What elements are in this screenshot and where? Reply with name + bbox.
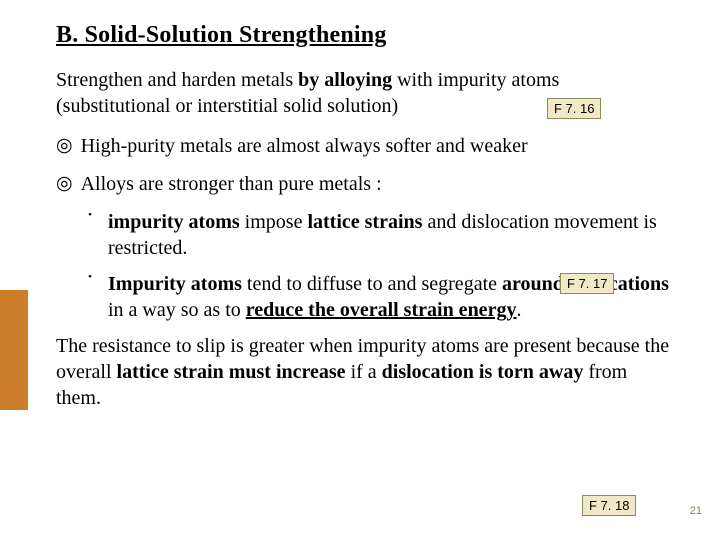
bullet-2-text: Alloys are stronger than pure metals : — [81, 171, 382, 197]
closing-bold-1: lattice strain must increase — [117, 361, 346, 383]
intro-bold-1: by alloying — [298, 69, 392, 91]
sub1-bold-2: lattice strains — [307, 211, 422, 233]
sub1-bold-1: impurity atoms — [108, 211, 240, 233]
sub-point-1: impurity atoms impose lattice strains an… — [86, 209, 676, 261]
figure-ref-tag-1: F 7. 16 — [547, 98, 601, 119]
bullet-marker-icon: ◎ — [56, 133, 73, 159]
closing-text-2: if a — [346, 361, 382, 383]
bullet-1-text: High-purity metals are almost always sof… — [81, 133, 528, 159]
slide-content: B. Solid-Solution Strengthening Strength… — [0, 0, 720, 431]
bullet-2: ◎ Alloys are stronger than pure metals : — [56, 171, 676, 197]
sub2-bold-1: Impurity atoms — [108, 273, 242, 295]
intro-text-1: Strengthen and harden metals — [56, 69, 298, 91]
sidebar-accent — [0, 290, 28, 410]
sub2-text-1: tend to diffuse to and segregate — [242, 273, 502, 295]
bullet-marker-icon: ◎ — [56, 171, 73, 197]
page-number: 21 — [690, 505, 702, 517]
figure-ref-tag-2: F 7. 17 — [560, 273, 614, 294]
closing-bold-2: dislocation is torn away — [382, 361, 584, 383]
sub1-text-1: impose — [240, 211, 308, 233]
sub2-text-2: in a way so as to — [108, 299, 246, 321]
bullet-1: ◎ High-purity metals are almost always s… — [56, 133, 676, 159]
closing-paragraph: The resistance to slip is greater when i… — [56, 333, 676, 411]
sub2-text-3: . — [516, 299, 521, 321]
figure-ref-tag-3: F 7. 18 — [582, 495, 636, 516]
sub2-bold-3: reduce the overall strain energy — [246, 299, 517, 321]
section-title: B. Solid-Solution Strengthening — [56, 22, 676, 49]
